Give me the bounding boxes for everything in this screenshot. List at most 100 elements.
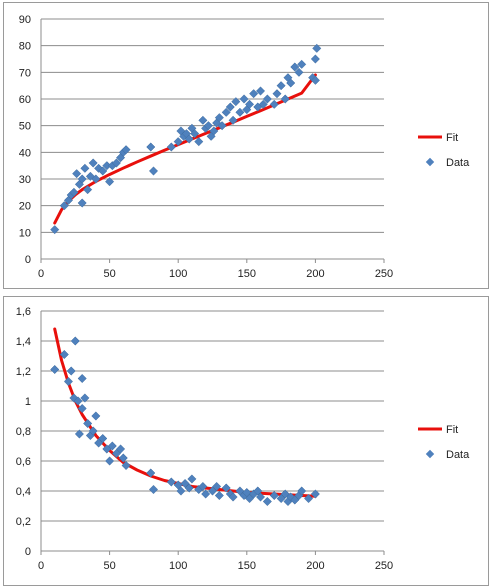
bottom-data-point [70,336,80,346]
top-data-point [272,89,282,99]
top-legend-fit-label: Fit [446,132,458,144]
bottom-data-point [303,493,314,504]
top-data-point [217,121,227,131]
top-y-tick-label: 70 [19,67,31,79]
bottom-data-point [77,403,87,414]
bottom-y-tick-label: 0,8 [16,426,31,438]
top-data-point [190,129,200,139]
top-data-point [72,169,82,179]
bottom-y-tick-label: 1,4 [16,336,31,348]
bottom-data-point [63,376,73,387]
top-data-point [121,145,131,155]
bottom-y-tick-label: 1,2 [16,366,31,378]
chart-bottom: 0 0,2 0,4 0,6 0,8 1 1,2 1,4 1,6 0 50 100 150 200 250 Fi… [3,296,489,586]
top-legend: Fit Data [418,132,470,169]
top-data-point [184,134,194,144]
top-legend-data-swatch [425,157,435,167]
bottom-data-point [77,373,87,384]
top-x-tick-label: 100 [169,268,187,280]
top-data-point [146,142,156,152]
top-data-point [85,171,95,181]
bottom-data-point [88,426,98,436]
top-data-point [235,107,245,117]
top-data-point [77,198,87,208]
bottom-x-tick-label: 200 [306,560,324,572]
bottom-data-point [121,460,131,471]
bottom-legend-fit-label: Fit [446,424,458,436]
top-data-point [269,99,279,109]
top-data-point [280,94,290,104]
bottom-data-point [187,474,197,484]
top-data-point [294,67,304,77]
bottom-data-point [212,481,222,492]
bottom-data-point [50,364,60,375]
top-x-tick-label: 150 [238,268,256,280]
top-legend-data-label: Data [446,157,470,169]
bottom-x-tick-label: 100 [169,560,187,572]
top-data-point [166,142,176,152]
top-data-point [98,166,108,176]
bottom-data-point [80,393,90,403]
top-data-point [228,115,238,125]
bottom-data-point [262,496,272,507]
top-data-point [214,113,224,123]
top-data-point [105,177,115,187]
bottom-data-point [148,484,159,495]
top-y-tick-label: 60 [19,94,31,106]
top-y-tick-label: 20 [19,201,31,213]
top-data-point [111,158,122,168]
bottom-y-tick-label: 1 [25,396,31,408]
top-data-point [262,94,272,104]
top-y-tick-label: 40 [19,147,31,159]
bottom-legend-data-swatch [425,449,435,459]
top-data-point [244,99,255,109]
bottom-data-point [214,490,224,501]
top-data-point [312,43,322,53]
top-data-point [59,201,69,211]
bottom-data-point [310,489,320,499]
top-data-point [258,99,268,109]
top-y-tick-label: 80 [19,41,31,53]
bottom-data-point [176,486,186,496]
top-data-point [50,225,60,235]
bottom-data-point [83,418,93,429]
bottom-x-tick-label: 0 [38,560,44,572]
bottom-data-point [269,490,279,501]
top-x-tick-label: 250 [375,268,393,280]
chart-bottom-plot: 0 0,2 0,4 0,6 0,8 1 1,2 1,4 1,6 0 50 100 150 200 250 Fi… [16,306,470,572]
top-data-point [83,185,93,195]
bottom-data-point [66,366,76,376]
top-y-tick-label: 90 [19,14,31,26]
top-data-point [239,94,249,104]
bottom-fit-line [53,327,317,498]
chart-top-plot: 0 10 20 30 40 50 60 70 80 90 0 50 100 150 200 250 Fit Dat… [19,14,470,280]
bottom-y-tick-label: 1,6 [16,306,31,318]
bottom-data-point [146,468,156,478]
top-data-point [255,86,266,96]
top-data-point [91,174,101,184]
top-data-point [221,107,231,117]
top-x-tick-label: 0 [38,268,44,280]
top-data-point [198,115,208,125]
bottom-data-point [221,483,231,493]
top-data-point [203,121,213,131]
bottom-data-point [228,492,238,502]
top-data-point [231,97,241,107]
bottom-data-point [198,481,208,492]
top-y-tick-label: 0 [25,254,31,266]
top-data-point [209,126,219,136]
bottom-x-tick-label: 50 [103,560,115,572]
top-data-point [225,102,235,112]
bottom-data-point [184,483,194,493]
bottom-y-tick-label: 0,4 [16,486,31,498]
top-data-point [173,137,183,147]
top-y-tick-label: 50 [19,121,31,133]
bottom-data-point [74,429,84,439]
bottom-data-point [59,349,69,360]
top-data-point [297,59,307,69]
top-data-point [286,78,296,88]
bottom-data-point [297,486,307,496]
top-x-tick-label: 50 [103,268,115,280]
top-y-tick-label: 30 [19,174,31,186]
bottom-y-tick-label: 0,2 [16,516,31,528]
